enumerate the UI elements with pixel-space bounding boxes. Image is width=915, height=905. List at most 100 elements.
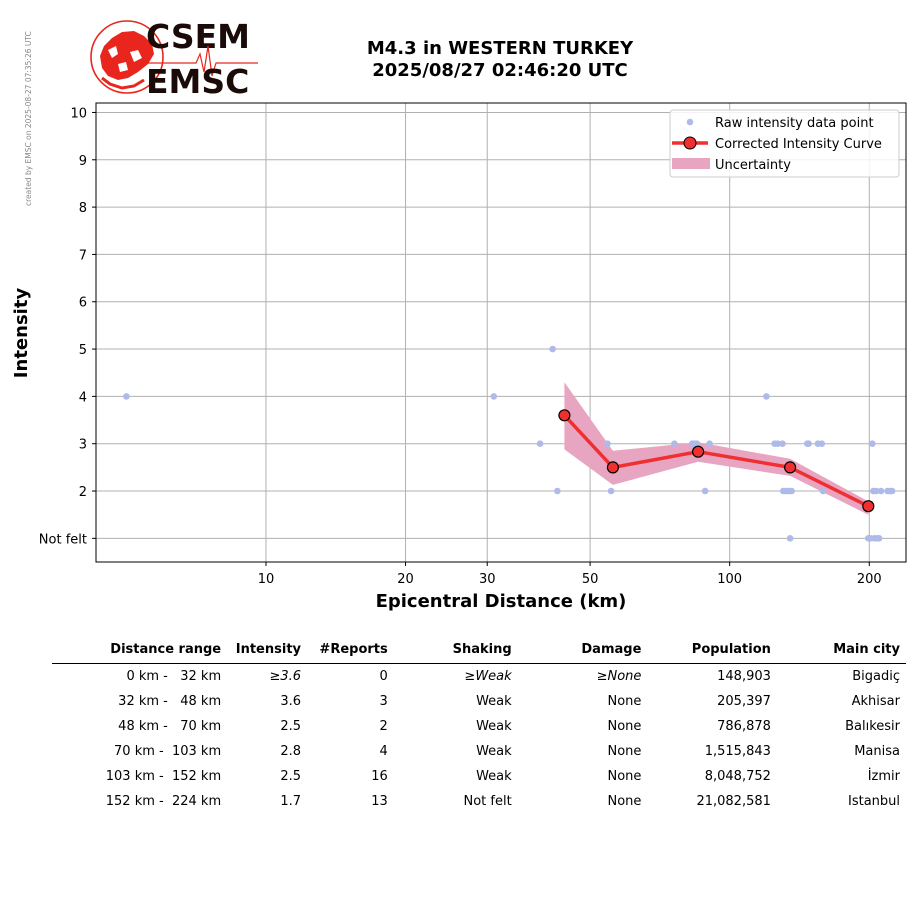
cell-city: İzmir bbox=[867, 769, 900, 784]
x-ticks: 10 20 30 50 100 200 bbox=[258, 562, 882, 587]
raw-data-point bbox=[872, 487, 880, 495]
cell-damage: None bbox=[607, 794, 642, 809]
cell-shaking: Weak bbox=[476, 744, 512, 759]
credit-text: created by EMSC on 2025-08-27 07:35:26 U… bbox=[24, 31, 33, 206]
y-tick-label: 6 bbox=[79, 296, 87, 311]
x-tick-label: 50 bbox=[582, 572, 599, 587]
raw-data-point bbox=[788, 487, 795, 495]
legend: Raw intensity data point Corrected Inten… bbox=[669, 109, 900, 178]
raw-points-layer bbox=[123, 345, 896, 542]
raw-data-point bbox=[671, 440, 678, 448]
cell-range: 152 km - 224 km bbox=[105, 794, 222, 809]
cell-intensity: 2.5 bbox=[280, 719, 302, 734]
raw-data-point bbox=[536, 440, 544, 448]
raw-data-point bbox=[490, 393, 498, 400]
curve-point bbox=[691, 445, 705, 458]
y-tick-label: 4 bbox=[79, 390, 87, 405]
cell-shaking: Weak bbox=[476, 719, 512, 734]
cell-shaking: Weak bbox=[476, 694, 512, 709]
raw-data-point bbox=[763, 393, 770, 400]
cell-shaking: ≥Weak bbox=[464, 669, 512, 684]
raw-data-point bbox=[607, 487, 615, 495]
cell-reports: 4 bbox=[379, 744, 388, 759]
logo-text-emsc: EMSC bbox=[146, 62, 249, 98]
x-tick-label: 30 bbox=[479, 572, 496, 587]
raw-data-point bbox=[869, 440, 876, 448]
intensity-curve-layer bbox=[558, 409, 875, 513]
cell-intensity: 1.7 bbox=[280, 794, 302, 809]
cell-reports: 13 bbox=[371, 794, 388, 809]
cell-reports: 2 bbox=[379, 719, 388, 734]
x-tick-label: 200 bbox=[857, 572, 882, 587]
cell-reports: 3 bbox=[379, 694, 388, 709]
raw-data-point bbox=[888, 487, 896, 495]
raw-data-point bbox=[701, 487, 709, 495]
y-tick-label: 3 bbox=[79, 438, 87, 453]
raw-data-point bbox=[549, 345, 556, 353]
cell-damage: None bbox=[607, 719, 642, 734]
cell-population: 205,397 bbox=[717, 694, 771, 709]
raw-data-point bbox=[805, 440, 812, 448]
y-axis-label: Intensity bbox=[11, 288, 32, 379]
y-tick-label: 5 bbox=[79, 343, 87, 358]
raw-data-point bbox=[554, 487, 561, 495]
cell-range: 70 km - 103 km bbox=[114, 744, 222, 759]
y-tick-label: 10 bbox=[70, 106, 87, 121]
cell-damage: None bbox=[607, 694, 642, 709]
chart-title: M4.3 in WESTERN TURKEY 2025/08/27 02:46:… bbox=[300, 38, 700, 82]
header-main-city: Main city bbox=[776, 640, 906, 664]
curve-point bbox=[783, 461, 797, 474]
cell-shaking: Weak bbox=[476, 769, 512, 784]
x-tick-label: 10 bbox=[258, 572, 275, 587]
title-line-2: 2025/08/27 02:46:20 UTC bbox=[372, 60, 628, 81]
x-axis-label: Epicentral Distance (km) bbox=[376, 591, 627, 612]
raw-data-point bbox=[819, 487, 827, 495]
table-row: 48 km - 70 km 2.5 2 Weak None 786,878 Ba… bbox=[52, 714, 906, 739]
csem-emsc-logo: CSEM EMSC bbox=[90, 17, 258, 98]
cell-intensity: 2.8 bbox=[280, 744, 302, 759]
raw-data-point bbox=[786, 535, 794, 542]
y-tick-label: 2 bbox=[79, 485, 87, 500]
x-tick-label: 100 bbox=[717, 572, 742, 587]
raw-data-point bbox=[818, 440, 826, 448]
table-row: 152 km - 224 km 1.7 13 Not felt None 21,… bbox=[52, 789, 906, 814]
cell-range: 32 km - 48 km bbox=[118, 694, 222, 709]
x-tick-label: 20 bbox=[397, 572, 414, 587]
table-row: 103 km - 152 km 2.5 16 Weak None 8,048,7… bbox=[52, 764, 906, 789]
legend-raw-label: Raw intensity data point bbox=[715, 116, 874, 131]
cell-range: 48 km - 70 km bbox=[118, 719, 222, 734]
cell-population: 1,515,843 bbox=[704, 744, 771, 759]
y-tick-label: 9 bbox=[79, 154, 87, 169]
table-row: 0 km - 32 km ≥3.6 0 ≥Weak ≥None 148,903 … bbox=[52, 664, 906, 690]
cell-range: 103 km - 152 km bbox=[105, 769, 222, 784]
uncertainty-band-layer bbox=[564, 382, 869, 515]
cell-reports: 0 bbox=[379, 669, 388, 684]
plot-frame bbox=[95, 102, 907, 563]
cell-shaking: Not felt bbox=[463, 794, 512, 809]
cell-range: 0 km - 32 km bbox=[126, 669, 222, 684]
raw-data-point bbox=[706, 440, 713, 448]
header-shaking: Shaking bbox=[393, 640, 518, 664]
curve-point bbox=[558, 409, 571, 422]
cell-city: Istanbul bbox=[847, 794, 900, 809]
cell-city: Bigadiç bbox=[852, 669, 900, 684]
legend-uncertainty-swatch bbox=[672, 158, 710, 169]
raw-data-point bbox=[604, 440, 611, 448]
curve-point bbox=[862, 500, 875, 513]
legend-raw-marker bbox=[686, 118, 694, 126]
title-line-1: M4.3 in WESTERN TURKEY bbox=[366, 38, 634, 59]
cell-intensity: 2.5 bbox=[280, 769, 302, 784]
cell-intensity: ≥3.6 bbox=[269, 669, 302, 684]
raw-data-point bbox=[875, 535, 883, 542]
raw-data-point bbox=[774, 440, 782, 448]
cell-damage: None bbox=[607, 769, 642, 784]
header-damage: Damage bbox=[517, 640, 648, 664]
raw-data-point bbox=[693, 440, 701, 448]
y-ticks: Not felt 2 3 4 5 6 7 8 9 10 bbox=[39, 106, 96, 547]
y-tick-label: 7 bbox=[79, 248, 87, 263]
raw-data-point bbox=[123, 393, 130, 400]
uncertainty-band bbox=[564, 382, 869, 515]
curve-point bbox=[606, 461, 620, 474]
header-reports: #Reports bbox=[307, 640, 394, 664]
cell-city: Akhisar bbox=[851, 694, 900, 709]
